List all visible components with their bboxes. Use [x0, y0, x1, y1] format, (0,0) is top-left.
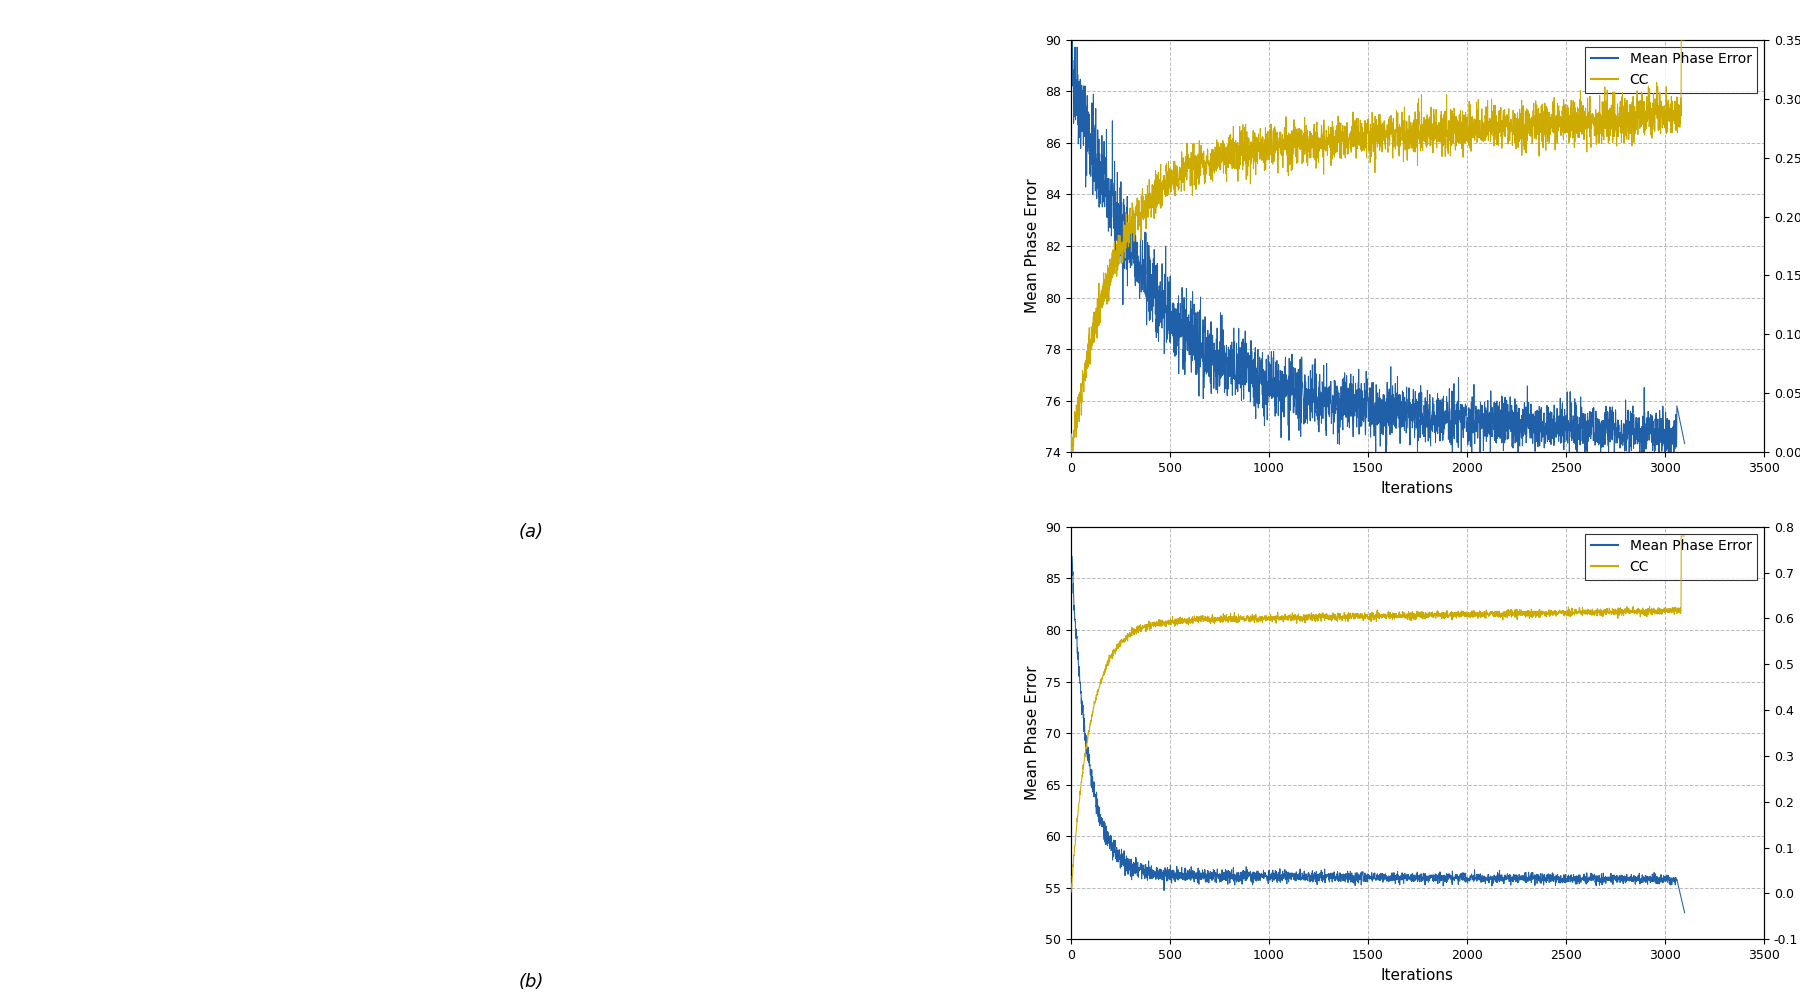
Text: (b): (b)	[518, 973, 544, 991]
X-axis label: Iterations: Iterations	[1381, 967, 1454, 983]
Y-axis label: Mean Phase Error: Mean Phase Error	[1024, 179, 1040, 313]
Y-axis label: Mean Phase Error: Mean Phase Error	[1024, 666, 1040, 800]
Text: (a): (a)	[518, 523, 544, 541]
Legend: Mean Phase Error, CC: Mean Phase Error, CC	[1586, 47, 1757, 92]
X-axis label: Iterations: Iterations	[1381, 480, 1454, 496]
Legend: Mean Phase Error, CC: Mean Phase Error, CC	[1586, 534, 1757, 580]
